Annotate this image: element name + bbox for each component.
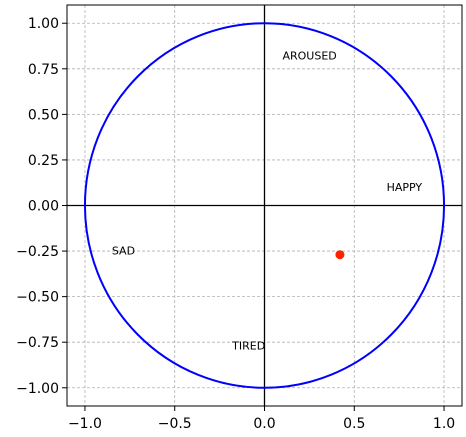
annotation-label: HAPPY <box>387 181 423 194</box>
x-tick-label: −1.0 <box>68 416 102 432</box>
annotations: AROUSED HAPPY SAD TIRED <box>112 50 423 353</box>
annotation-label: TIRED <box>231 339 265 352</box>
y-tick-label: −1.00 <box>16 381 59 397</box>
x-tick-label: −0.5 <box>158 416 192 432</box>
y-tick-label: −0.75 <box>16 335 59 351</box>
y-tick-label: 0.50 <box>28 107 59 123</box>
unit-circle <box>83 22 446 389</box>
y-tick-label: 0.00 <box>28 199 59 215</box>
x-axis-ticks: −1.0 −0.5 0.0 0.5 1.0 <box>68 406 455 432</box>
x-tick-label: 0.0 <box>253 416 275 432</box>
x-tick-label: 1.0 <box>433 416 455 432</box>
y-tick-label: −0.25 <box>16 244 59 260</box>
x-tick-label: 0.5 <box>343 416 365 432</box>
annotation-label: SAD <box>112 245 135 258</box>
y-tick-label: 0.75 <box>28 62 59 78</box>
zero-axes <box>67 5 462 406</box>
y-axis-ticks: 1.00 0.75 0.50 0.25 0.00 −0.25 −0.50 −0.75 −1.00 <box>16 16 67 397</box>
unit-circle-layer <box>83 22 446 389</box>
y-tick-label: 0.25 <box>28 153 59 169</box>
data-point <box>335 250 345 260</box>
annotation-label: AROUSED <box>282 50 336 63</box>
data-points <box>335 250 345 260</box>
y-tick-label: 1.00 <box>28 16 59 32</box>
y-tick-label: −0.50 <box>16 290 59 306</box>
